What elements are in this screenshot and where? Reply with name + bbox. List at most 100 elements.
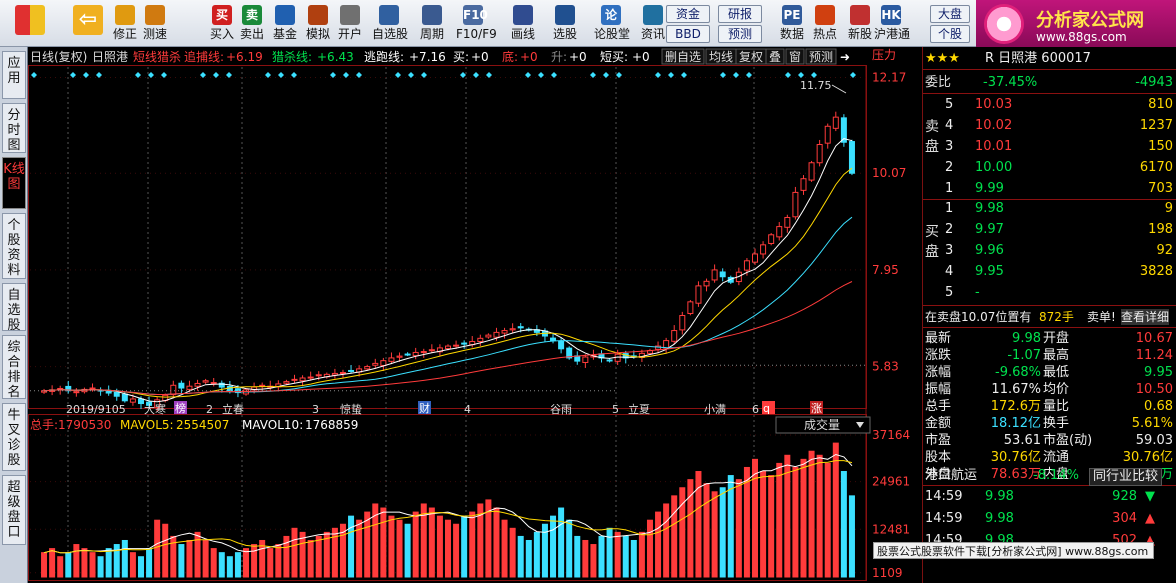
toolbar-button-back-arrow[interactable]: ⇦ [68, 3, 108, 44]
chart-toolbar-button-2[interactable]: 复权 [735, 48, 767, 65]
event-badge[interactable]: 财 [418, 401, 431, 415]
price-tick-label: 10.07 [872, 166, 906, 180]
event-badge[interactable]: 涨 [810, 401, 823, 415]
toolbar-button-star-folder[interactable]: 自选股 [372, 3, 408, 44]
buy-signal-label: 买: [453, 50, 469, 64]
toolbar-button-label: 开户 [337, 27, 362, 41]
volume-bar [525, 539, 532, 578]
stat-label: 换手 [1043, 416, 1070, 431]
research-report-pill[interactable]: 研报 [718, 5, 762, 23]
toolbar-button-clock[interactable]: 测速 [138, 3, 172, 44]
toolbar-button-hammer[interactable]: 模拟 [301, 3, 335, 44]
indicator-select[interactable]: 成交量 [775, 416, 871, 434]
ad-banner[interactable]: 股票公式股票软件下载[分析家公式网] www.88gs.com [873, 542, 1154, 559]
chart-toolbar-button-3[interactable]: 叠 [765, 48, 785, 65]
event-badge[interactable]: q [762, 401, 775, 415]
time-axis-label: 3 [312, 403, 319, 416]
volume-bar [49, 548, 56, 578]
toolbar-button-news[interactable]: 资讯 [636, 3, 670, 44]
stat-value: 10.67 [1135, 331, 1173, 346]
side-tab-3[interactable]: 个股资料 [2, 213, 26, 279]
candle [711, 264, 718, 283]
volume-bar [517, 535, 524, 578]
candle [800, 175, 807, 195]
candle [146, 396, 153, 409]
signal-diamond-icon [733, 72, 739, 78]
volume-bar [848, 495, 855, 578]
toolbar-button-label: 测速 [142, 27, 167, 41]
bbd-pill[interactable]: BBD [666, 25, 710, 43]
side-tab-2[interactable]: K线图 [2, 157, 26, 209]
toolbar-button-label: 卖出 [239, 27, 264, 41]
toolbar-button-fire[interactable]: 热点 [808, 3, 842, 44]
toolbar-button-new-stock[interactable]: 新股 [843, 3, 877, 44]
side-tab-4[interactable]: 自选股 [2, 283, 26, 333]
toolbar-button-label: 修正 [112, 27, 137, 41]
signal-diamond-icon [226, 72, 232, 78]
toolbar-button-forum[interactable]: 论论股堂 [594, 3, 630, 44]
forecast-pill[interactable]: 预测 [718, 25, 762, 43]
stat-value: 18.12亿 [990, 416, 1041, 431]
market-pill[interactable]: 大盘 [930, 5, 970, 23]
candle [461, 340, 468, 349]
volume-bar [679, 487, 686, 578]
toolbar-button-period[interactable]: 周期 [415, 3, 449, 44]
candle [396, 352, 403, 362]
new-stock-icon [850, 5, 870, 25]
stat-label: 最低 [1043, 365, 1070, 380]
toolbar-button-label: 资讯 [640, 27, 665, 41]
signal-diamond-icon [31, 72, 37, 78]
toolbar-button-label: 画线 [510, 27, 535, 41]
stat-label: 金额 [925, 416, 952, 431]
kline-chart-panel[interactable]: 日线(复权) 日照港 短线猎杀 追捕线: +6.19 猎杀线: +6.43 逃跑… [28, 47, 922, 583]
candle [848, 139, 855, 176]
stat-value: 9.95 [1144, 365, 1173, 380]
toolbar-button-up-down-arrows[interactable]: 修正 [108, 3, 142, 44]
level-volume: 3828 [1139, 264, 1173, 279]
buy-level-2: 2 9.97 198 [923, 222, 1176, 238]
order-detail-link[interactable]: 查看详细 [1121, 309, 1170, 325]
kline-chart[interactable]: 日线(复权) 日照港 短线猎杀 追捕线: +6.19 猎杀线: +6.43 逃跑… [28, 47, 922, 583]
logo-url: www.88gs.com [1036, 30, 1127, 44]
candle [501, 327, 508, 339]
side-tab-6[interactable]: 牛叉诊股 [2, 403, 26, 471]
toolbar-button-buy[interactable]: 买买入 [205, 3, 239, 44]
toolbar-button-pencil[interactable]: 画线 [506, 3, 540, 44]
stock-pill[interactable]: 个股 [930, 25, 970, 43]
buy-level-3: 3 9.96 92 [923, 243, 1176, 259]
chart-toolbar-button-1[interactable]: 均线 [705, 48, 737, 65]
candle [574, 351, 581, 365]
volume-bar [477, 503, 484, 578]
chart-toolbar-button-0[interactable]: 删自选 [661, 48, 705, 65]
toolbar-button-f10[interactable]: F10 F10/F9 [456, 3, 497, 44]
arrow-up-icon: ▲ [1145, 533, 1155, 548]
toolbar-button-lock[interactable]: 开户 [333, 3, 367, 44]
signal-diamond-icon [590, 72, 596, 78]
candle [477, 334, 484, 347]
side-tab-7[interactable]: 超级盘口 [2, 475, 26, 545]
candle [727, 275, 734, 285]
toolbar-button-fund[interactable]: 基金 [268, 3, 302, 44]
event-badge[interactable]: 榜 [174, 401, 187, 415]
signal-diamond-icon [148, 72, 154, 78]
stat-row-4: 总手 172.6万 量比 0.68 [923, 399, 1176, 415]
candle [218, 380, 225, 393]
side-tab-1[interactable]: 分时图 [2, 103, 26, 153]
tick-row: 14:59 9.98 928 ▼ [923, 489, 1176, 505]
chart-toolbar-button-5[interactable]: 预测 [805, 48, 837, 65]
candle [703, 278, 710, 292]
toolbar-button-pe[interactable]: PE 数据 [775, 3, 809, 44]
chart-period-title: 日线(复权) [30, 50, 87, 64]
volume-bar [655, 511, 662, 578]
volume-total-label: 总手: [30, 418, 58, 432]
toolbar-button-grid[interactable] [10, 3, 50, 44]
side-tab-0[interactable]: 应用 [2, 51, 26, 99]
toolbar-button-hk-connect[interactable]: HK 沪港通 [874, 3, 910, 44]
arrow-right-icon[interactable]: ➜ [840, 50, 850, 64]
side-tab-5[interactable]: 综合排名 [2, 335, 26, 400]
chart-toolbar-button-4[interactable]: 窗 [785, 48, 805, 65]
funds-pill[interactable]: 资金 [666, 5, 710, 23]
sector-compare-button[interactable]: 同行业比较 [1089, 468, 1163, 486]
toolbar-button-select-stock[interactable]: 选股 [548, 3, 582, 44]
toolbar-button-sell[interactable]: 卖卖出 [235, 3, 269, 44]
